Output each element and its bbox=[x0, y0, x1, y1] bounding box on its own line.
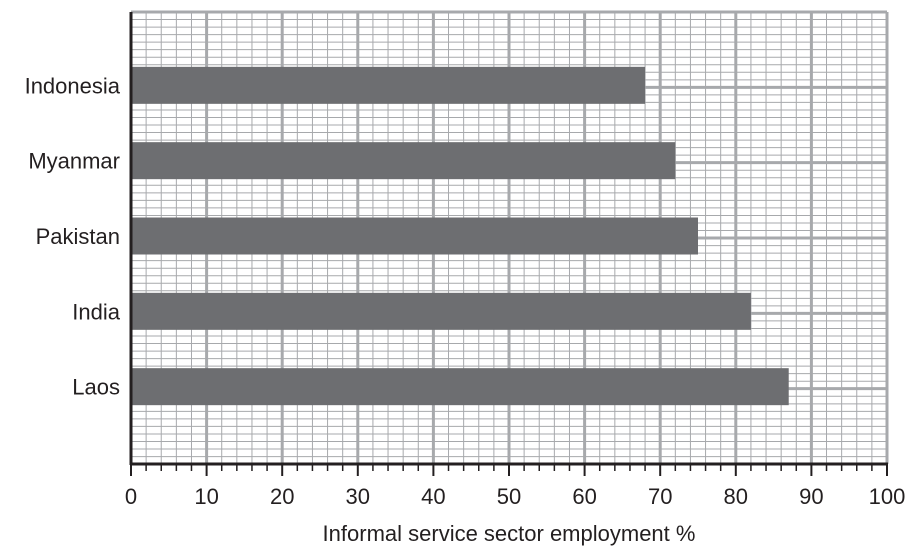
x-tick-label: 10 bbox=[194, 484, 218, 509]
bar-myanmar bbox=[131, 142, 676, 180]
axes bbox=[129, 12, 888, 476]
x-tick-label: 60 bbox=[572, 484, 596, 509]
x-tick-label: 80 bbox=[724, 484, 748, 509]
category-label: Myanmar bbox=[28, 149, 120, 174]
x-tick-label: 20 bbox=[270, 484, 294, 509]
bars bbox=[131, 66, 789, 406]
category-label: Pakistan bbox=[36, 224, 120, 249]
x-tick-label: 100 bbox=[869, 484, 906, 509]
x-tick-label: 0 bbox=[125, 484, 137, 509]
category-label: India bbox=[72, 299, 120, 324]
x-tick-label: 50 bbox=[497, 484, 521, 509]
bar-indonesia bbox=[131, 66, 646, 104]
x-tick-label: 40 bbox=[421, 484, 445, 509]
bar-india bbox=[131, 292, 751, 330]
bar-laos bbox=[131, 368, 789, 406]
category-label: Laos bbox=[72, 375, 120, 400]
bar-pakistan bbox=[131, 217, 698, 255]
x-tick-label: 90 bbox=[799, 484, 823, 509]
x-axis-title: Informal service sector employment % bbox=[323, 521, 696, 546]
category-label: Indonesia bbox=[25, 73, 121, 98]
x-tick-label: 70 bbox=[648, 484, 672, 509]
x-tick-label: 30 bbox=[346, 484, 370, 509]
labels: Indonesia Myanmar Pakistan India Laos 0 10 20 30… bbox=[25, 73, 906, 509]
